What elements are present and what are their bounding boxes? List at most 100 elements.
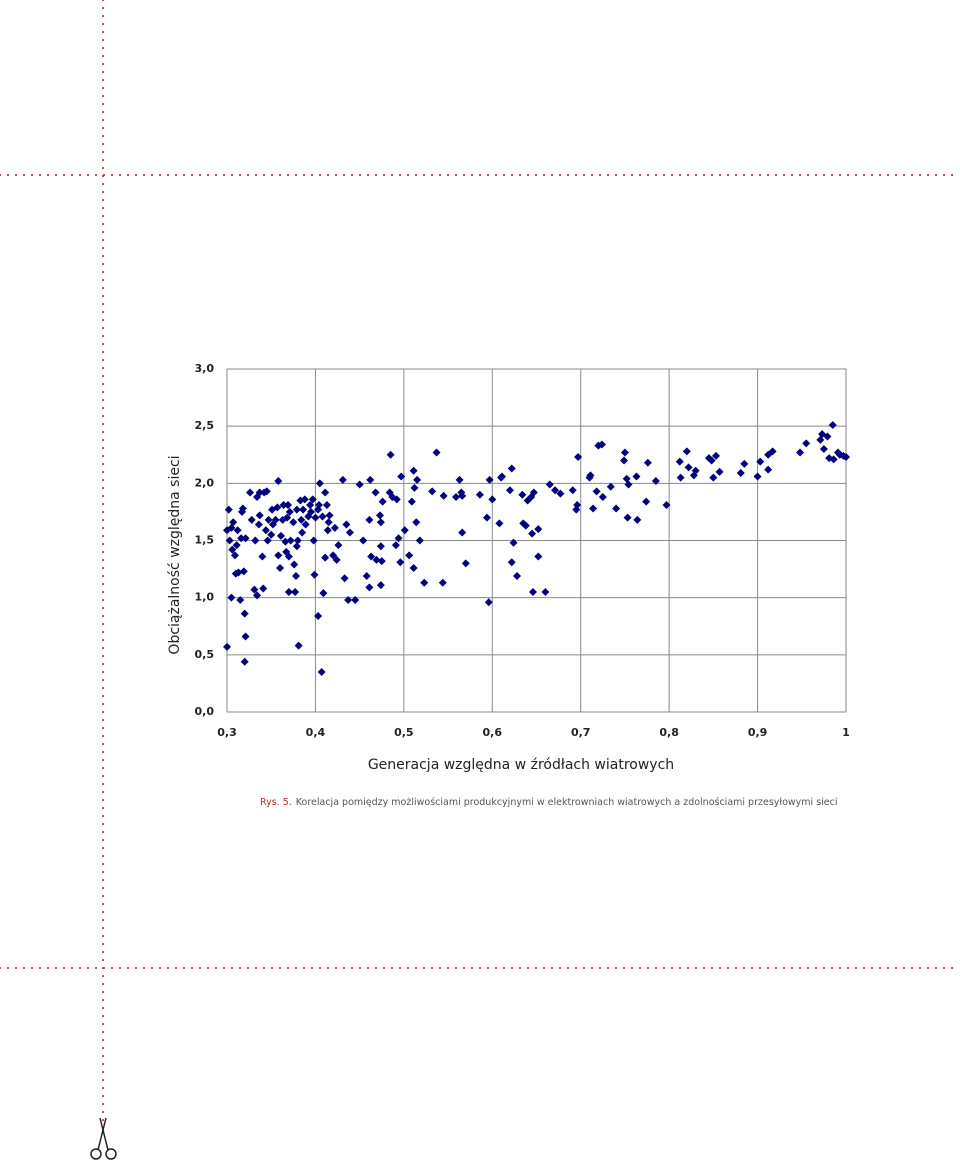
data-point bbox=[241, 534, 250, 543]
data-point bbox=[344, 595, 353, 604]
data-point bbox=[245, 488, 254, 497]
data-point bbox=[323, 526, 332, 535]
data-point bbox=[238, 504, 247, 513]
data-point bbox=[281, 537, 290, 546]
data-point bbox=[307, 507, 316, 516]
data-point bbox=[375, 511, 384, 520]
data-point bbox=[396, 558, 405, 567]
data-point bbox=[606, 482, 615, 491]
data-point bbox=[236, 595, 245, 604]
data-point bbox=[823, 432, 832, 441]
data-point bbox=[250, 585, 259, 594]
y-tick-label: 1,0 bbox=[195, 591, 215, 604]
data-point bbox=[230, 551, 239, 560]
data-point bbox=[366, 475, 375, 484]
data-point bbox=[488, 495, 497, 504]
data-point bbox=[284, 501, 293, 510]
data-point bbox=[365, 515, 374, 524]
data-point bbox=[289, 518, 298, 527]
data-point bbox=[325, 511, 334, 520]
data-point bbox=[712, 451, 721, 460]
data-point bbox=[321, 553, 330, 562]
caption-text: Korelacja pomiędzy możliwościami produkc… bbox=[296, 797, 838, 808]
data-point bbox=[255, 511, 264, 520]
data-point bbox=[394, 534, 403, 543]
data-point bbox=[409, 466, 418, 475]
data-point bbox=[378, 497, 387, 506]
y-tick-label: 0,5 bbox=[195, 648, 215, 661]
data-point bbox=[371, 488, 380, 497]
x-tick-label: 0,6 bbox=[483, 726, 503, 739]
data-point bbox=[684, 463, 693, 472]
data-point bbox=[439, 491, 448, 500]
data-point bbox=[286, 536, 295, 545]
data-point bbox=[829, 455, 838, 464]
data-point bbox=[298, 528, 307, 537]
data-point bbox=[274, 551, 283, 560]
data-point bbox=[541, 587, 550, 596]
data-point bbox=[224, 505, 233, 514]
data-point bbox=[322, 501, 331, 510]
data-point bbox=[259, 584, 268, 593]
y-tick-label: 2,0 bbox=[195, 476, 215, 489]
data-point bbox=[345, 528, 354, 537]
data-point bbox=[338, 475, 347, 484]
data-point bbox=[707, 456, 716, 465]
data-point bbox=[234, 568, 243, 577]
data-point bbox=[458, 491, 467, 500]
data-point bbox=[682, 447, 691, 456]
data-point bbox=[376, 581, 385, 590]
data-point bbox=[262, 487, 271, 496]
data-point bbox=[299, 505, 308, 514]
data-point bbox=[642, 497, 651, 506]
data-point bbox=[273, 503, 282, 512]
data-point bbox=[297, 515, 306, 524]
data-point bbox=[392, 495, 401, 504]
x-tick-label: 0,8 bbox=[659, 726, 679, 739]
data-point bbox=[285, 507, 294, 516]
data-point bbox=[586, 471, 595, 480]
data-point bbox=[318, 512, 327, 521]
data-point bbox=[612, 504, 621, 513]
data-point bbox=[229, 518, 238, 527]
data-point bbox=[556, 489, 565, 498]
data-point bbox=[521, 521, 530, 530]
data-point bbox=[386, 450, 395, 459]
data-point bbox=[400, 526, 409, 535]
data-point bbox=[507, 464, 516, 473]
data-point bbox=[264, 515, 273, 524]
data-point bbox=[253, 591, 262, 600]
data-point bbox=[662, 501, 671, 510]
data-point bbox=[377, 557, 386, 566]
data-point bbox=[420, 578, 429, 587]
data-point bbox=[247, 515, 256, 524]
data-point bbox=[691, 466, 700, 475]
data-point bbox=[407, 497, 416, 506]
data-point bbox=[412, 518, 421, 527]
data-point bbox=[452, 493, 461, 502]
data-point bbox=[498, 472, 507, 481]
data-point bbox=[513, 571, 522, 580]
data-point bbox=[534, 525, 543, 534]
data-point bbox=[306, 501, 315, 510]
data-point bbox=[279, 501, 288, 510]
data-point bbox=[314, 611, 323, 620]
data-point bbox=[308, 495, 317, 504]
data-point bbox=[643, 458, 652, 467]
data-point bbox=[355, 480, 364, 489]
data-point bbox=[485, 475, 494, 484]
data-point bbox=[736, 469, 745, 478]
data-point bbox=[309, 536, 318, 545]
data-point bbox=[764, 465, 773, 474]
data-point bbox=[334, 541, 343, 550]
data-point bbox=[261, 526, 270, 535]
data-point bbox=[518, 490, 527, 499]
data-point bbox=[458, 528, 467, 537]
data-point bbox=[340, 574, 349, 583]
data-point bbox=[284, 587, 293, 596]
data-point bbox=[509, 538, 518, 547]
data-point bbox=[332, 555, 341, 564]
data-point bbox=[240, 609, 249, 618]
data-point bbox=[482, 513, 491, 522]
data-point bbox=[311, 513, 320, 522]
